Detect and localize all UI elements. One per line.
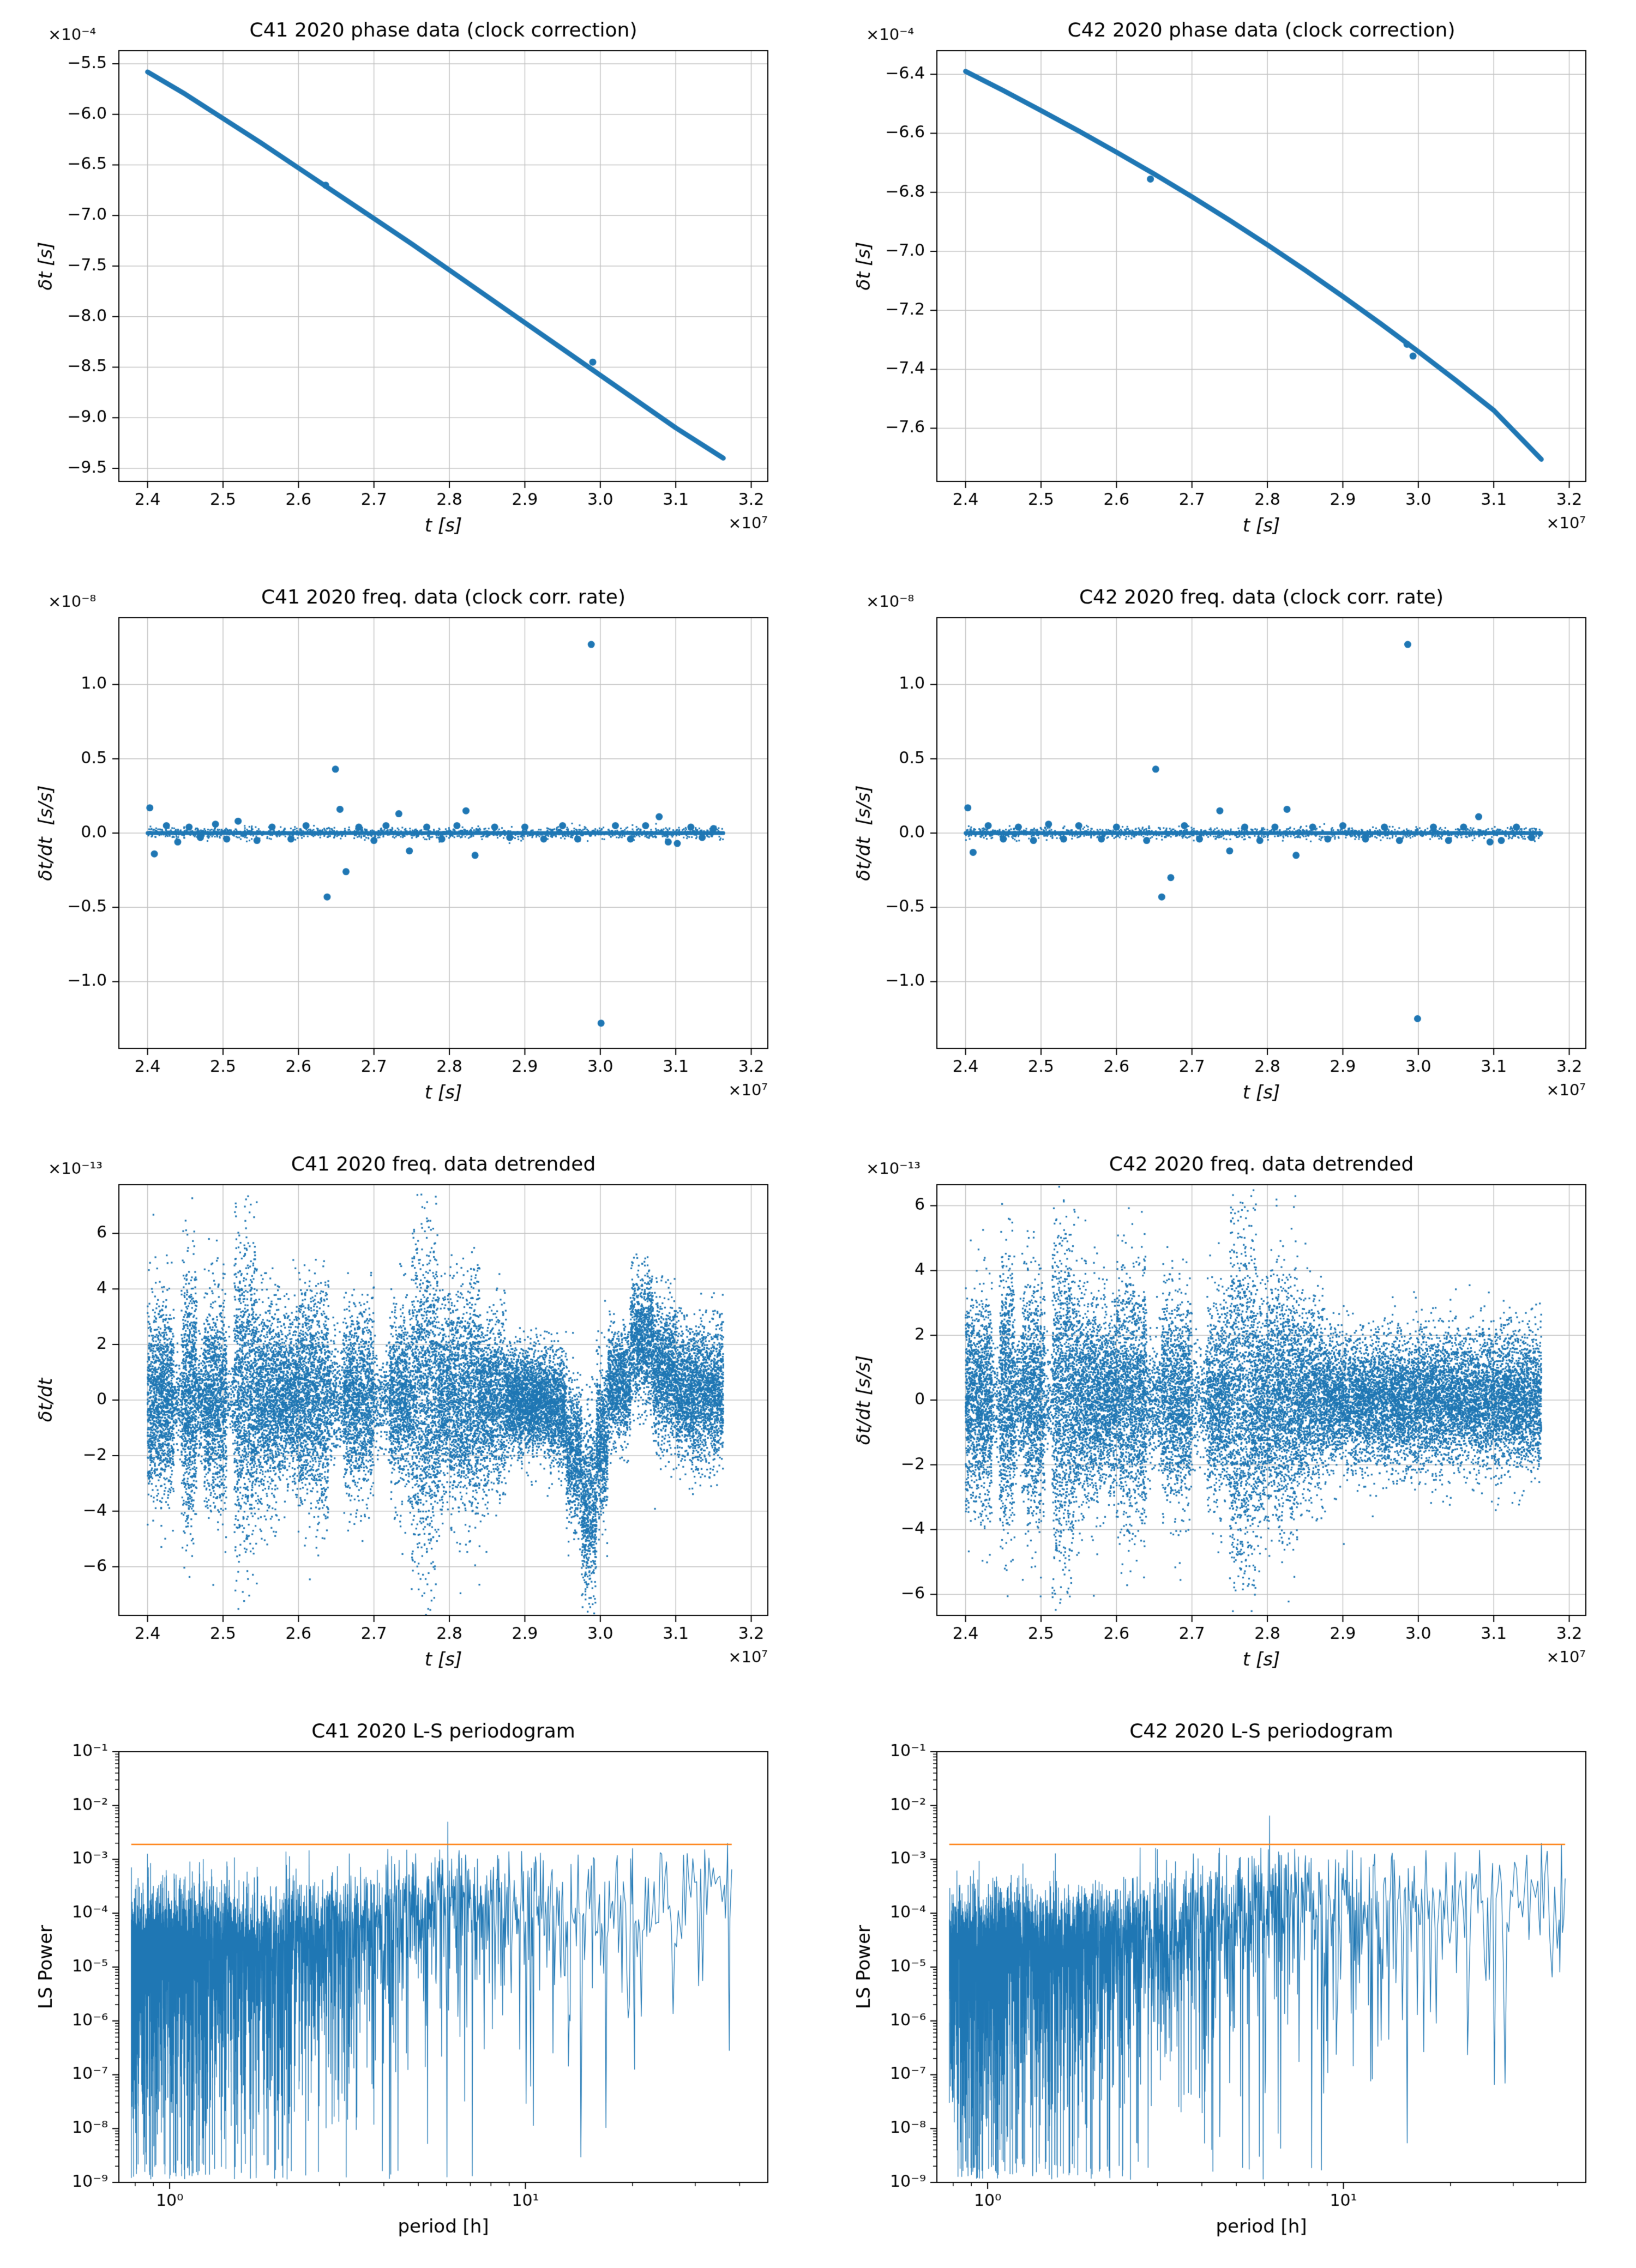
panel-c41-freq <box>0 567 818 1134</box>
chart-c42-detrended-canvas <box>840 1142 1614 1693</box>
chart-c41-phase-canvas <box>22 8 796 559</box>
chart-c41-freq-canvas <box>22 575 796 1126</box>
chart-c42-phase-canvas <box>840 8 1614 559</box>
chart-c41-detrended-canvas <box>22 1142 796 1693</box>
chart-c41-periodogram-canvas <box>22 1709 796 2260</box>
chart-c42-freq-canvas <box>840 575 1614 1126</box>
panel-c41-detrended <box>0 1134 818 1701</box>
panel-c42-detrended <box>818 1134 1636 1701</box>
panel-c41-periodogram <box>0 1701 818 2268</box>
panel-c42-freq <box>818 567 1636 1134</box>
panel-c41-phase <box>0 0 818 567</box>
chart-c42-periodogram-canvas <box>840 1709 1614 2260</box>
panel-c42-periodogram <box>818 1701 1636 2268</box>
panel-c42-phase <box>818 0 1636 567</box>
